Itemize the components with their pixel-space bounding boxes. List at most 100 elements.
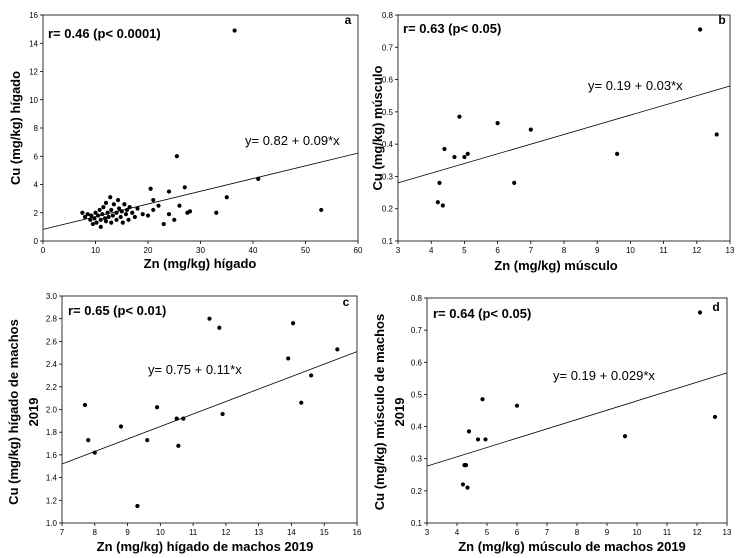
x-tick-label: 7 [529, 246, 534, 255]
data-point [109, 207, 114, 213]
data-point [712, 414, 718, 420]
x-axis-label: Zn (mg/kg) músculo de machos 2019 [458, 539, 686, 554]
data-point [110, 213, 115, 218]
plot-frame [42, 14, 359, 242]
x-tick-label: 6 [515, 528, 520, 537]
panel-label: c [343, 295, 350, 309]
x-tick-label: 8 [575, 528, 580, 537]
data-point [299, 400, 304, 405]
x-tick-label: 10 [633, 528, 642, 537]
data-point [435, 200, 440, 205]
data-point [460, 482, 466, 487]
data-point [174, 154, 179, 159]
y-tick-label: 4 [34, 181, 39, 190]
y-tick-label: 0.8 [411, 294, 423, 303]
data-point [151, 207, 156, 213]
data-point [224, 195, 229, 200]
y-tick-label: 2.6 [46, 337, 58, 346]
data-point [105, 210, 110, 215]
data-point [154, 405, 160, 410]
data-point [335, 347, 340, 352]
x-tick-label: 14 [287, 528, 296, 537]
x-tick-label: 10 [626, 246, 635, 255]
data-point [100, 212, 105, 217]
data-point [109, 220, 114, 225]
data-point [437, 180, 442, 185]
x-tick-label: 10 [91, 246, 100, 255]
x-axis-label: Zn (mg/kg) hígado de machos 2019 [97, 539, 314, 554]
data-point [98, 217, 103, 222]
data-point [135, 206, 140, 211]
plot-frame [397, 14, 731, 242]
data-point [135, 503, 140, 509]
plot-frame [61, 295, 358, 524]
data-point [151, 197, 156, 203]
data-point [286, 356, 291, 361]
y-tick-label: 0.2 [382, 205, 394, 214]
y-tick-label: 0.6 [411, 358, 423, 367]
data-point [148, 186, 153, 191]
y-tick-label: 0.3 [382, 172, 394, 181]
data-point [92, 216, 97, 221]
y-tick-label: 2 [34, 209, 39, 218]
x-axis-label: Zn (mg/kg) músculo [494, 258, 618, 273]
data-point [114, 210, 119, 215]
data-point [94, 220, 99, 225]
data-point [466, 429, 472, 434]
data-point [106, 214, 111, 220]
data-point [319, 207, 324, 213]
x-tick-label: 9 [125, 528, 130, 537]
data-point [615, 151, 620, 156]
x-tick-label: 50 [301, 246, 310, 255]
x-tick-label: 20 [144, 246, 153, 255]
x-axis-label: Zn (mg/kg) hígado [144, 256, 257, 271]
y-tick-label: 1.2 [46, 496, 58, 505]
data-point [82, 214, 88, 220]
regression-equation: y= 0.19 + 0.03*x [588, 78, 683, 93]
y-tick-label: 0.4 [382, 140, 394, 149]
scatter-panel-b: 3 4 5 6 7 8 9 10 11 12 13 0.1 0.2 0.3 0.4 0.5 0.6 0.7 0.8 Z… [370, 11, 735, 273]
data-point [127, 205, 132, 210]
data-point [115, 197, 121, 203]
regression-equation: y= 0.75 + 0.11*x [148, 362, 242, 377]
data-point [98, 224, 103, 229]
y-tick-label: 1.4 [46, 474, 58, 483]
x-tick-label: 16 [353, 528, 362, 537]
data-point [463, 463, 469, 468]
data-point [114, 217, 119, 222]
y-tick-label: 16 [29, 11, 38, 20]
data-point [462, 154, 467, 160]
x-tick-label: 12 [693, 528, 702, 537]
x-tick-label: 0 [41, 246, 46, 255]
y-tick-label: 0.1 [382, 237, 394, 246]
data-point [80, 210, 85, 215]
data-point [457, 114, 462, 119]
regression-equation: y= 0.82 + 0.09*x [245, 133, 340, 148]
y-tick-label: 8 [34, 124, 39, 133]
y-tick-label: 1.0 [46, 519, 58, 528]
data-point [309, 373, 314, 378]
y-tick-label: 0.5 [382, 108, 394, 117]
data-point [101, 205, 106, 210]
x-tick-label: 4 [429, 246, 434, 255]
panel-label: a [345, 13, 352, 27]
correlation-annotation: r= 0.64 (p< 0.05) [433, 306, 531, 321]
data-point [475, 437, 481, 442]
y-tick-label: 1.6 [46, 451, 58, 460]
data-point [166, 212, 172, 217]
data-point [172, 217, 177, 222]
panel-label: d [712, 300, 719, 314]
y-tick-label: 3.0 [46, 292, 58, 301]
data-point [96, 213, 101, 218]
y-tick-label: 0.7 [411, 326, 423, 335]
y-tick-label: 0.3 [411, 455, 423, 464]
y-tick-label: 10 [29, 96, 38, 105]
data-point [145, 213, 151, 218]
regression-line [61, 351, 358, 465]
data-point [122, 202, 127, 207]
data-point [182, 185, 187, 190]
data-point [442, 146, 447, 152]
y-tick-label: 2.2 [46, 383, 58, 392]
data-point [103, 200, 109, 205]
x-tick-label: 8 [93, 528, 98, 537]
